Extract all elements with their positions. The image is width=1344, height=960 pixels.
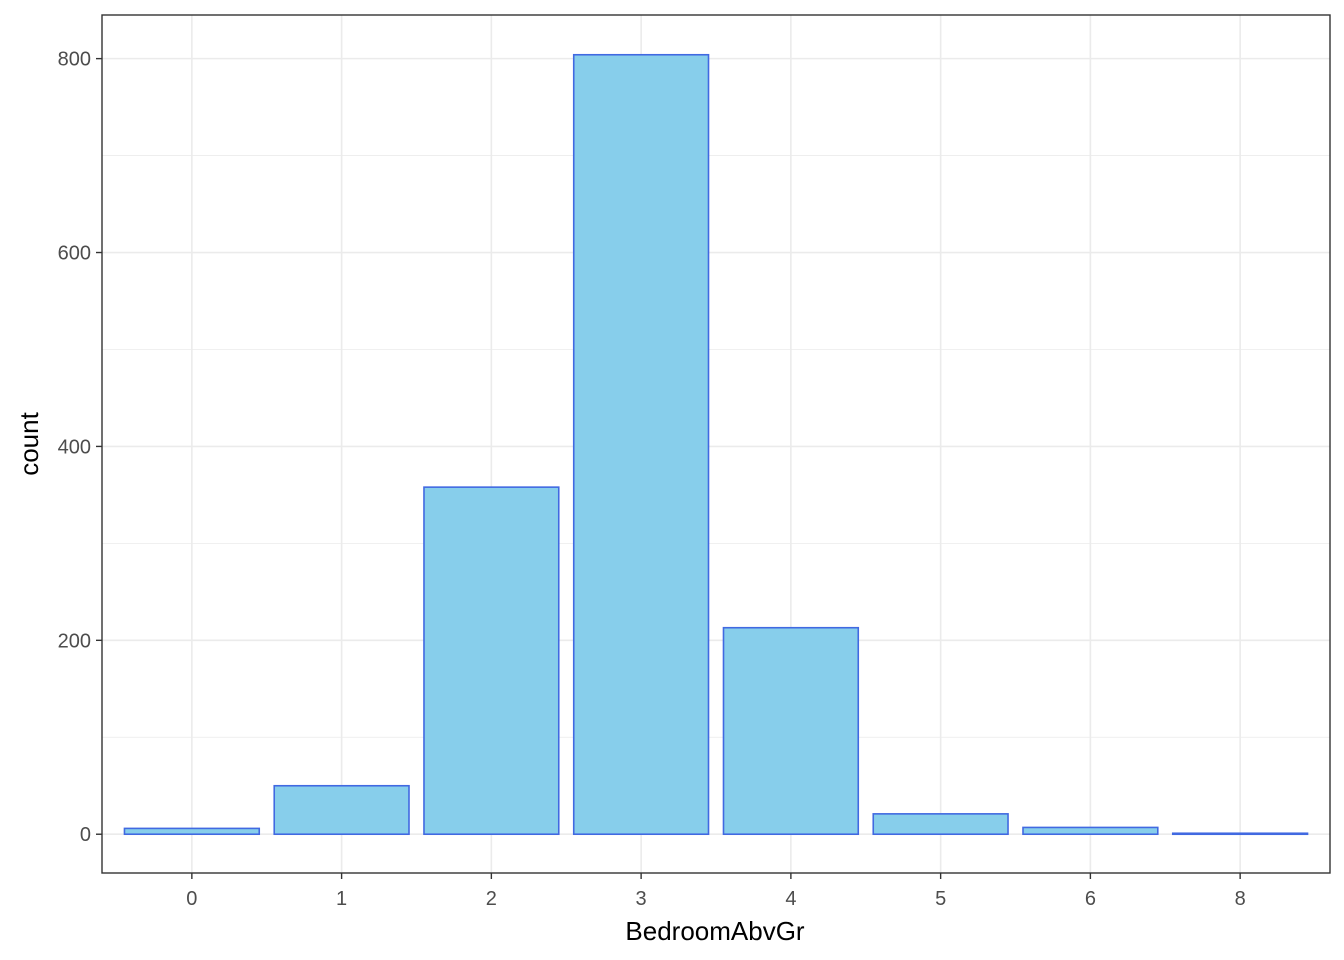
x-tick-label: 1	[336, 888, 347, 910]
x-tick-label: 6	[1085, 888, 1096, 910]
x-axis-title: BedroomAbvGr	[625, 916, 805, 946]
y-axis-ticks: 0 200 400 600 800	[58, 49, 102, 846]
bar-0	[123, 827, 261, 836]
bar-1	[273, 784, 410, 836]
x-tick-label: 8	[1235, 888, 1246, 910]
y-tick-label: 400	[58, 436, 91, 458]
bar-3	[572, 53, 710, 836]
bar-8	[1171, 832, 1309, 836]
x-tick-label: 4	[785, 888, 796, 910]
major-gridlines	[102, 15, 1330, 873]
x-tick-label: 2	[486, 888, 497, 910]
x-tick-label: 5	[935, 888, 946, 910]
y-axis-title: count	[14, 411, 44, 475]
minor-gridlines	[102, 155, 1330, 738]
y-tick-label: 600	[58, 243, 91, 265]
x-axis-ticks: 0 1 2 3 4 5 6 8	[186, 873, 1246, 910]
bar-5	[872, 813, 1009, 836]
bar-2	[423, 486, 560, 836]
x-tick-label: 0	[186, 888, 197, 910]
bar-6	[1022, 826, 1159, 836]
bar-4	[722, 626, 860, 836]
y-tick-label: 800	[58, 49, 91, 71]
x-tick-label: 3	[636, 888, 647, 910]
bars	[123, 53, 1309, 836]
y-tick-label: 200	[58, 630, 91, 652]
panel-border	[101, 14, 1331, 874]
y-tick-label: 0	[80, 824, 91, 846]
